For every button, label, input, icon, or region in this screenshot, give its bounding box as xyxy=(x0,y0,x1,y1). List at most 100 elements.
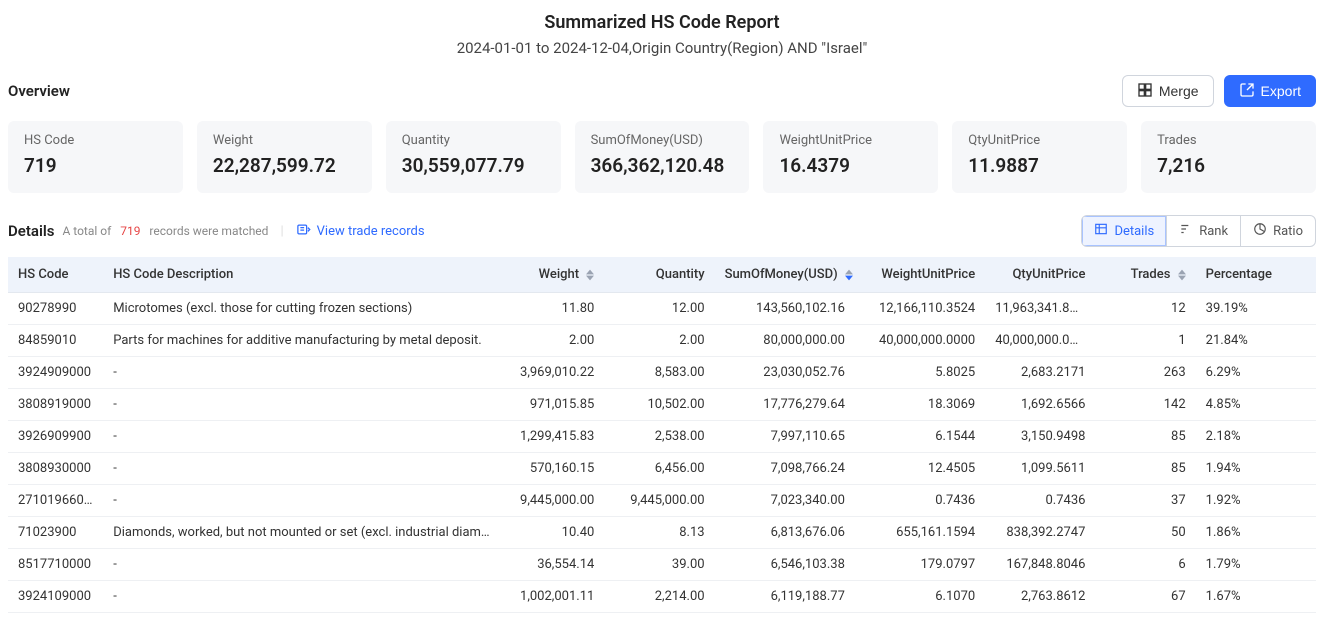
cell-qty: 2,214.00 xyxy=(604,581,714,613)
cell-weight: 2.00 xyxy=(504,325,604,357)
col-weight[interactable]: Weight xyxy=(504,257,604,293)
overview-heading: Overview xyxy=(8,82,70,100)
cell-hscode: 3924909000 xyxy=(8,357,103,389)
cell-pct: 4.85% xyxy=(1196,389,1316,421)
table-row[interactable]: 84859010Parts for machines for additive … xyxy=(8,325,1316,357)
table-row[interactable]: 3808930000-570,160.156,456.007,098,766.2… xyxy=(8,453,1316,485)
table-row[interactable]: 3926909900-1,299,415.832,538.007,997,110… xyxy=(8,421,1316,453)
cell-sum: 6,813,676.06 xyxy=(715,517,855,549)
cell-qup: 2,683.2171 xyxy=(985,357,1095,389)
cell-pct: 1.94% xyxy=(1196,453,1316,485)
cell-qup: 838,392.2747 xyxy=(985,517,1095,549)
cell-sum: 7,098,766.24 xyxy=(715,453,855,485)
cell-trades: 142 xyxy=(1095,389,1195,421)
table-row[interactable]: 271019660031-9,445,000.009,445,000.007,0… xyxy=(8,485,1316,517)
cell-wup: 0.7436 xyxy=(855,485,985,517)
cell-desc: - xyxy=(103,485,504,517)
col-trades[interactable]: Trades xyxy=(1095,257,1195,293)
cell-pct: 21.84% xyxy=(1196,325,1316,357)
sort-icon xyxy=(586,269,594,281)
cell-wup: 18.3069 xyxy=(855,389,985,421)
cell-trades: 12 xyxy=(1095,293,1195,325)
col-sum[interactable]: SumOfMoney(USD) xyxy=(715,257,855,293)
card-label: Trades xyxy=(1157,133,1300,148)
cell-hscode: 3808930000 xyxy=(8,453,103,485)
overview-card: WeightUnitPrice16.4379 xyxy=(763,121,938,193)
cell-qup: 1,099.5611 xyxy=(985,453,1095,485)
col-qup[interactable]: QtyUnitPrice xyxy=(985,257,1095,293)
cell-qty: 8,583.00 xyxy=(604,357,714,389)
col-pct[interactable]: Percentage xyxy=(1196,257,1316,293)
overview-card: SumOfMoney(USD)366,362,120.48 xyxy=(575,121,750,193)
cell-sum: 6,119,188.77 xyxy=(715,581,855,613)
cell-pct: 6.29% xyxy=(1196,357,1316,389)
view-trade-records-link[interactable]: View trade records xyxy=(296,222,425,241)
merge-button[interactable]: Merge xyxy=(1122,75,1214,107)
export-button[interactable]: Export xyxy=(1224,75,1316,107)
card-label: Weight xyxy=(213,133,356,148)
list-icon xyxy=(296,222,311,241)
card-value: 30,559,077.79 xyxy=(402,154,545,177)
table-row[interactable]: 90278990Microtomes (excl. those for cutt… xyxy=(8,293,1316,325)
col-wup[interactable]: WeightUnitPrice xyxy=(855,257,985,293)
card-value: 16.4379 xyxy=(779,154,922,177)
tab-details[interactable]: Details xyxy=(1082,216,1166,246)
table-row[interactable]: 8517710000-36,554.1439.006,546,103.38179… xyxy=(8,549,1316,581)
cell-qup: 3,150.9498 xyxy=(985,421,1095,453)
cell-qty: 8.13 xyxy=(604,517,714,549)
table-row[interactable]: 3924909000-3,969,010.228,583.0023,030,05… xyxy=(8,357,1316,389)
cell-weight: 1,299,415.83 xyxy=(504,421,604,453)
col-qty[interactable]: Quantity xyxy=(604,257,714,293)
col-desc[interactable]: HS Code Description xyxy=(103,257,504,293)
table-row[interactable]: 3924109000-1,002,001.112,214.006,119,188… xyxy=(8,581,1316,613)
cell-trades: 263 xyxy=(1095,357,1195,389)
cell-hscode: 3808919000 xyxy=(8,389,103,421)
cell-wup: 12,166,110.3524 xyxy=(855,293,985,325)
table-row[interactable]: 71023900Diamonds, worked, but not mounte… xyxy=(8,517,1316,549)
view-trade-records-label: View trade records xyxy=(317,224,425,239)
cell-wup: 12.4505 xyxy=(855,453,985,485)
overview-card: Quantity30,559,077.79 xyxy=(386,121,561,193)
cell-desc: - xyxy=(103,357,504,389)
cell-wup: 179.0797 xyxy=(855,549,985,581)
table-row[interactable]: 3808919000-971,015.8510,502.0017,776,279… xyxy=(8,389,1316,421)
cell-qup: 11,963,341.84... xyxy=(985,293,1095,325)
cell-sum: 6,546,103.38 xyxy=(715,549,855,581)
cell-hscode: 3926909900 xyxy=(8,421,103,453)
cell-weight: 11.80 xyxy=(504,293,604,325)
export-button-label: Export xyxy=(1261,83,1301,99)
cell-qup: 167,848.8046 xyxy=(985,549,1095,581)
cell-qty: 12.00 xyxy=(604,293,714,325)
overview-card: HS Code719 xyxy=(8,121,183,193)
cell-wup: 5.8025 xyxy=(855,357,985,389)
cell-wup: 655,161.1594 xyxy=(855,517,985,549)
card-label: QtyUnitPrice xyxy=(968,133,1111,148)
cell-weight: 10.40 xyxy=(504,517,604,549)
cell-wup: 6.1544 xyxy=(855,421,985,453)
cell-qup: 2,763.8612 xyxy=(985,581,1095,613)
cell-qty: 2,538.00 xyxy=(604,421,714,453)
col-hscode[interactable]: HS Code xyxy=(8,257,103,293)
tab-ratio-label: Ratio xyxy=(1273,224,1303,239)
cell-qty: 6,456.00 xyxy=(604,453,714,485)
cell-sum: 7,023,340.00 xyxy=(715,485,855,517)
details-count: 719 xyxy=(120,224,140,238)
cell-pct: 1.67% xyxy=(1196,581,1316,613)
cell-qup: 0.7436 xyxy=(985,485,1095,517)
cell-pct: 1.79% xyxy=(1196,549,1316,581)
cell-desc: - xyxy=(103,581,504,613)
cell-trades: 6 xyxy=(1095,549,1195,581)
cell-desc: - xyxy=(103,421,504,453)
merge-button-label: Merge xyxy=(1159,83,1199,99)
cell-trades: 85 xyxy=(1095,421,1195,453)
ratio-icon xyxy=(1253,222,1267,240)
cell-qup: 40,000,000.00... xyxy=(985,325,1095,357)
cell-pct: 2.18% xyxy=(1196,421,1316,453)
cell-hscode: 3924109000 xyxy=(8,581,103,613)
tab-rank[interactable]: Rank xyxy=(1166,216,1240,246)
cell-pct: 1.86% xyxy=(1196,517,1316,549)
cell-qty: 9,445,000.00 xyxy=(604,485,714,517)
overview-card: QtyUnitPrice11.9887 xyxy=(952,121,1127,193)
cell-hscode: 71023900 xyxy=(8,517,103,549)
tab-ratio[interactable]: Ratio xyxy=(1240,216,1315,246)
